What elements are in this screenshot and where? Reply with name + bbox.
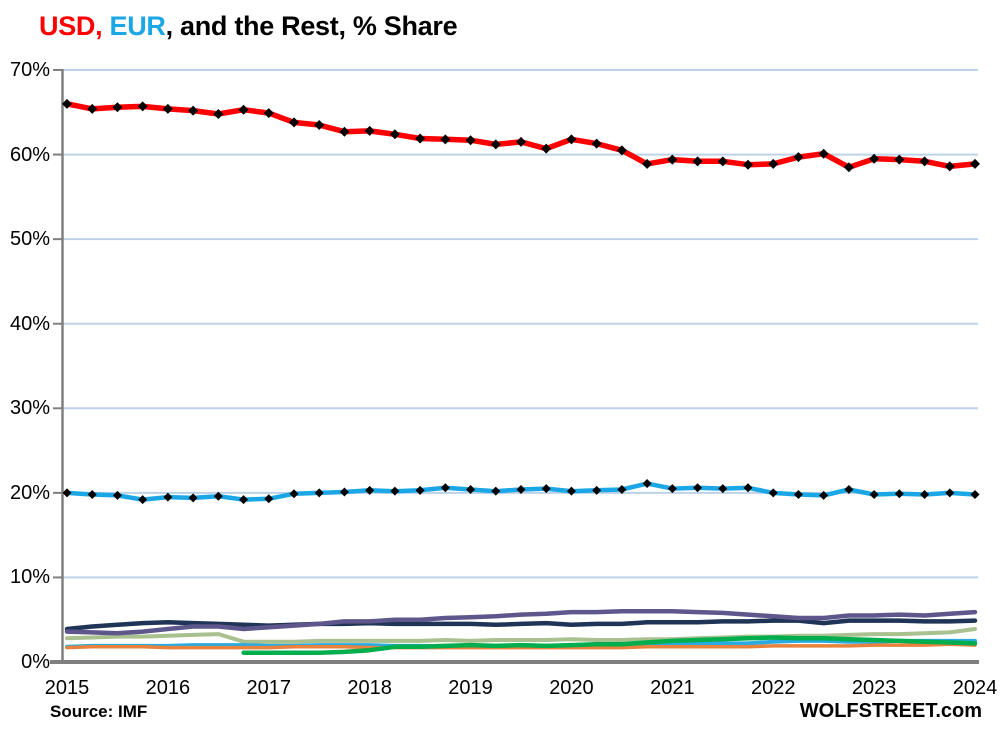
series-green-line — [241, 635, 978, 655]
chart-title: USD, EUR, and the Rest, % Share — [39, 11, 458, 42]
series-purple-line — [64, 609, 978, 636]
x-axis-label: 2023 — [851, 677, 897, 699]
series-EUR-markers — [62, 479, 980, 505]
x-axis-label: 2017 — [246, 677, 292, 699]
y-axis-label: 30% — [9, 397, 50, 420]
x-axis-label: 2019 — [448, 677, 493, 699]
y-axis-label: 60% — [9, 143, 50, 166]
x-axis-label: 2015 — [44, 677, 90, 699]
title-eur: EUR — [102, 11, 166, 41]
series-orange-line — [65, 642, 977, 650]
x-axis-label: 2020 — [549, 677, 594, 699]
brand-note: WOLFSTREET.com — [799, 700, 982, 722]
x-axis-label: 2024 — [952, 677, 998, 699]
y-axis-label: 70% — [9, 59, 50, 81]
x-axis-label: 2022 — [750, 677, 796, 699]
series-USD-markers — [62, 98, 980, 173]
x-axis-label: 2016 — [145, 677, 191, 699]
y-axis-label: 10% — [9, 566, 50, 589]
y-axis-label: 20% — [9, 481, 50, 504]
title-usd: USD, — [39, 11, 103, 41]
series-USD — [64, 101, 978, 171]
y-axis-label: 50% — [9, 228, 50, 251]
x-axis-label: 2021 — [650, 677, 695, 699]
source-note: Source: IMF — [50, 702, 148, 721]
y-axis-label: 0% — [21, 651, 50, 673]
series-navy-line — [64, 618, 978, 632]
series-sage-green-line — [65, 627, 977, 644]
y-axis-label: 40% — [9, 312, 50, 335]
title-rest: , and the Rest, % Share — [165, 11, 458, 41]
x-axis-label: 2018 — [347, 677, 392, 699]
